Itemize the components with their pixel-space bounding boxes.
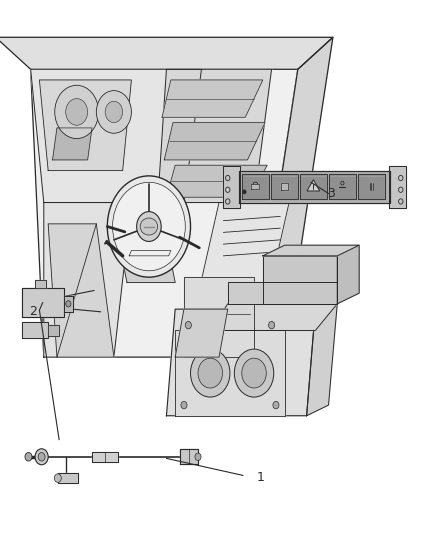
Polygon shape (263, 256, 337, 304)
Polygon shape (39, 80, 131, 171)
Polygon shape (239, 171, 390, 203)
Circle shape (96, 91, 131, 133)
Polygon shape (53, 128, 92, 160)
Polygon shape (271, 174, 298, 199)
Polygon shape (307, 180, 320, 191)
Polygon shape (242, 174, 269, 199)
Polygon shape (184, 203, 289, 357)
Polygon shape (118, 240, 175, 282)
Polygon shape (175, 309, 228, 357)
Polygon shape (210, 304, 337, 330)
Circle shape (66, 301, 71, 307)
Polygon shape (166, 165, 267, 197)
Polygon shape (162, 80, 263, 117)
Circle shape (55, 85, 99, 139)
Circle shape (105, 101, 123, 123)
Circle shape (25, 453, 32, 461)
Polygon shape (223, 166, 240, 208)
Polygon shape (358, 174, 385, 199)
Circle shape (35, 449, 48, 465)
Circle shape (195, 453, 201, 461)
Circle shape (268, 321, 275, 329)
Circle shape (66, 99, 88, 125)
Polygon shape (48, 325, 59, 336)
Circle shape (54, 474, 61, 482)
Polygon shape (35, 280, 46, 288)
Circle shape (185, 321, 191, 329)
Polygon shape (389, 166, 406, 208)
Circle shape (191, 349, 230, 397)
Text: 3: 3 (327, 187, 335, 200)
Circle shape (198, 358, 223, 388)
Text: 1: 1 (257, 471, 265, 483)
Polygon shape (64, 296, 73, 312)
Polygon shape (263, 245, 359, 256)
Polygon shape (0, 37, 333, 69)
Polygon shape (180, 449, 198, 464)
Polygon shape (22, 322, 48, 338)
Polygon shape (307, 304, 337, 416)
Circle shape (181, 401, 187, 409)
Text: 2: 2 (29, 305, 37, 318)
Circle shape (137, 212, 161, 241)
Polygon shape (48, 224, 114, 357)
Circle shape (242, 358, 266, 388)
Polygon shape (337, 245, 359, 304)
Polygon shape (92, 452, 118, 462)
Circle shape (234, 349, 274, 397)
Polygon shape (184, 277, 254, 357)
Circle shape (243, 190, 246, 194)
Circle shape (107, 176, 191, 277)
Polygon shape (164, 123, 265, 160)
Polygon shape (300, 174, 327, 199)
Polygon shape (251, 183, 259, 190)
Polygon shape (44, 203, 131, 357)
Polygon shape (31, 69, 201, 203)
Circle shape (113, 182, 185, 271)
Polygon shape (281, 183, 288, 190)
Polygon shape (129, 251, 171, 256)
Circle shape (273, 401, 279, 409)
Polygon shape (166, 309, 315, 416)
Polygon shape (175, 330, 285, 416)
Polygon shape (158, 69, 272, 203)
Circle shape (38, 453, 45, 461)
Polygon shape (329, 174, 356, 199)
Polygon shape (58, 473, 78, 483)
Polygon shape (254, 37, 333, 357)
Polygon shape (31, 69, 298, 357)
Polygon shape (22, 288, 64, 317)
Ellipse shape (140, 218, 158, 235)
Polygon shape (228, 282, 337, 304)
